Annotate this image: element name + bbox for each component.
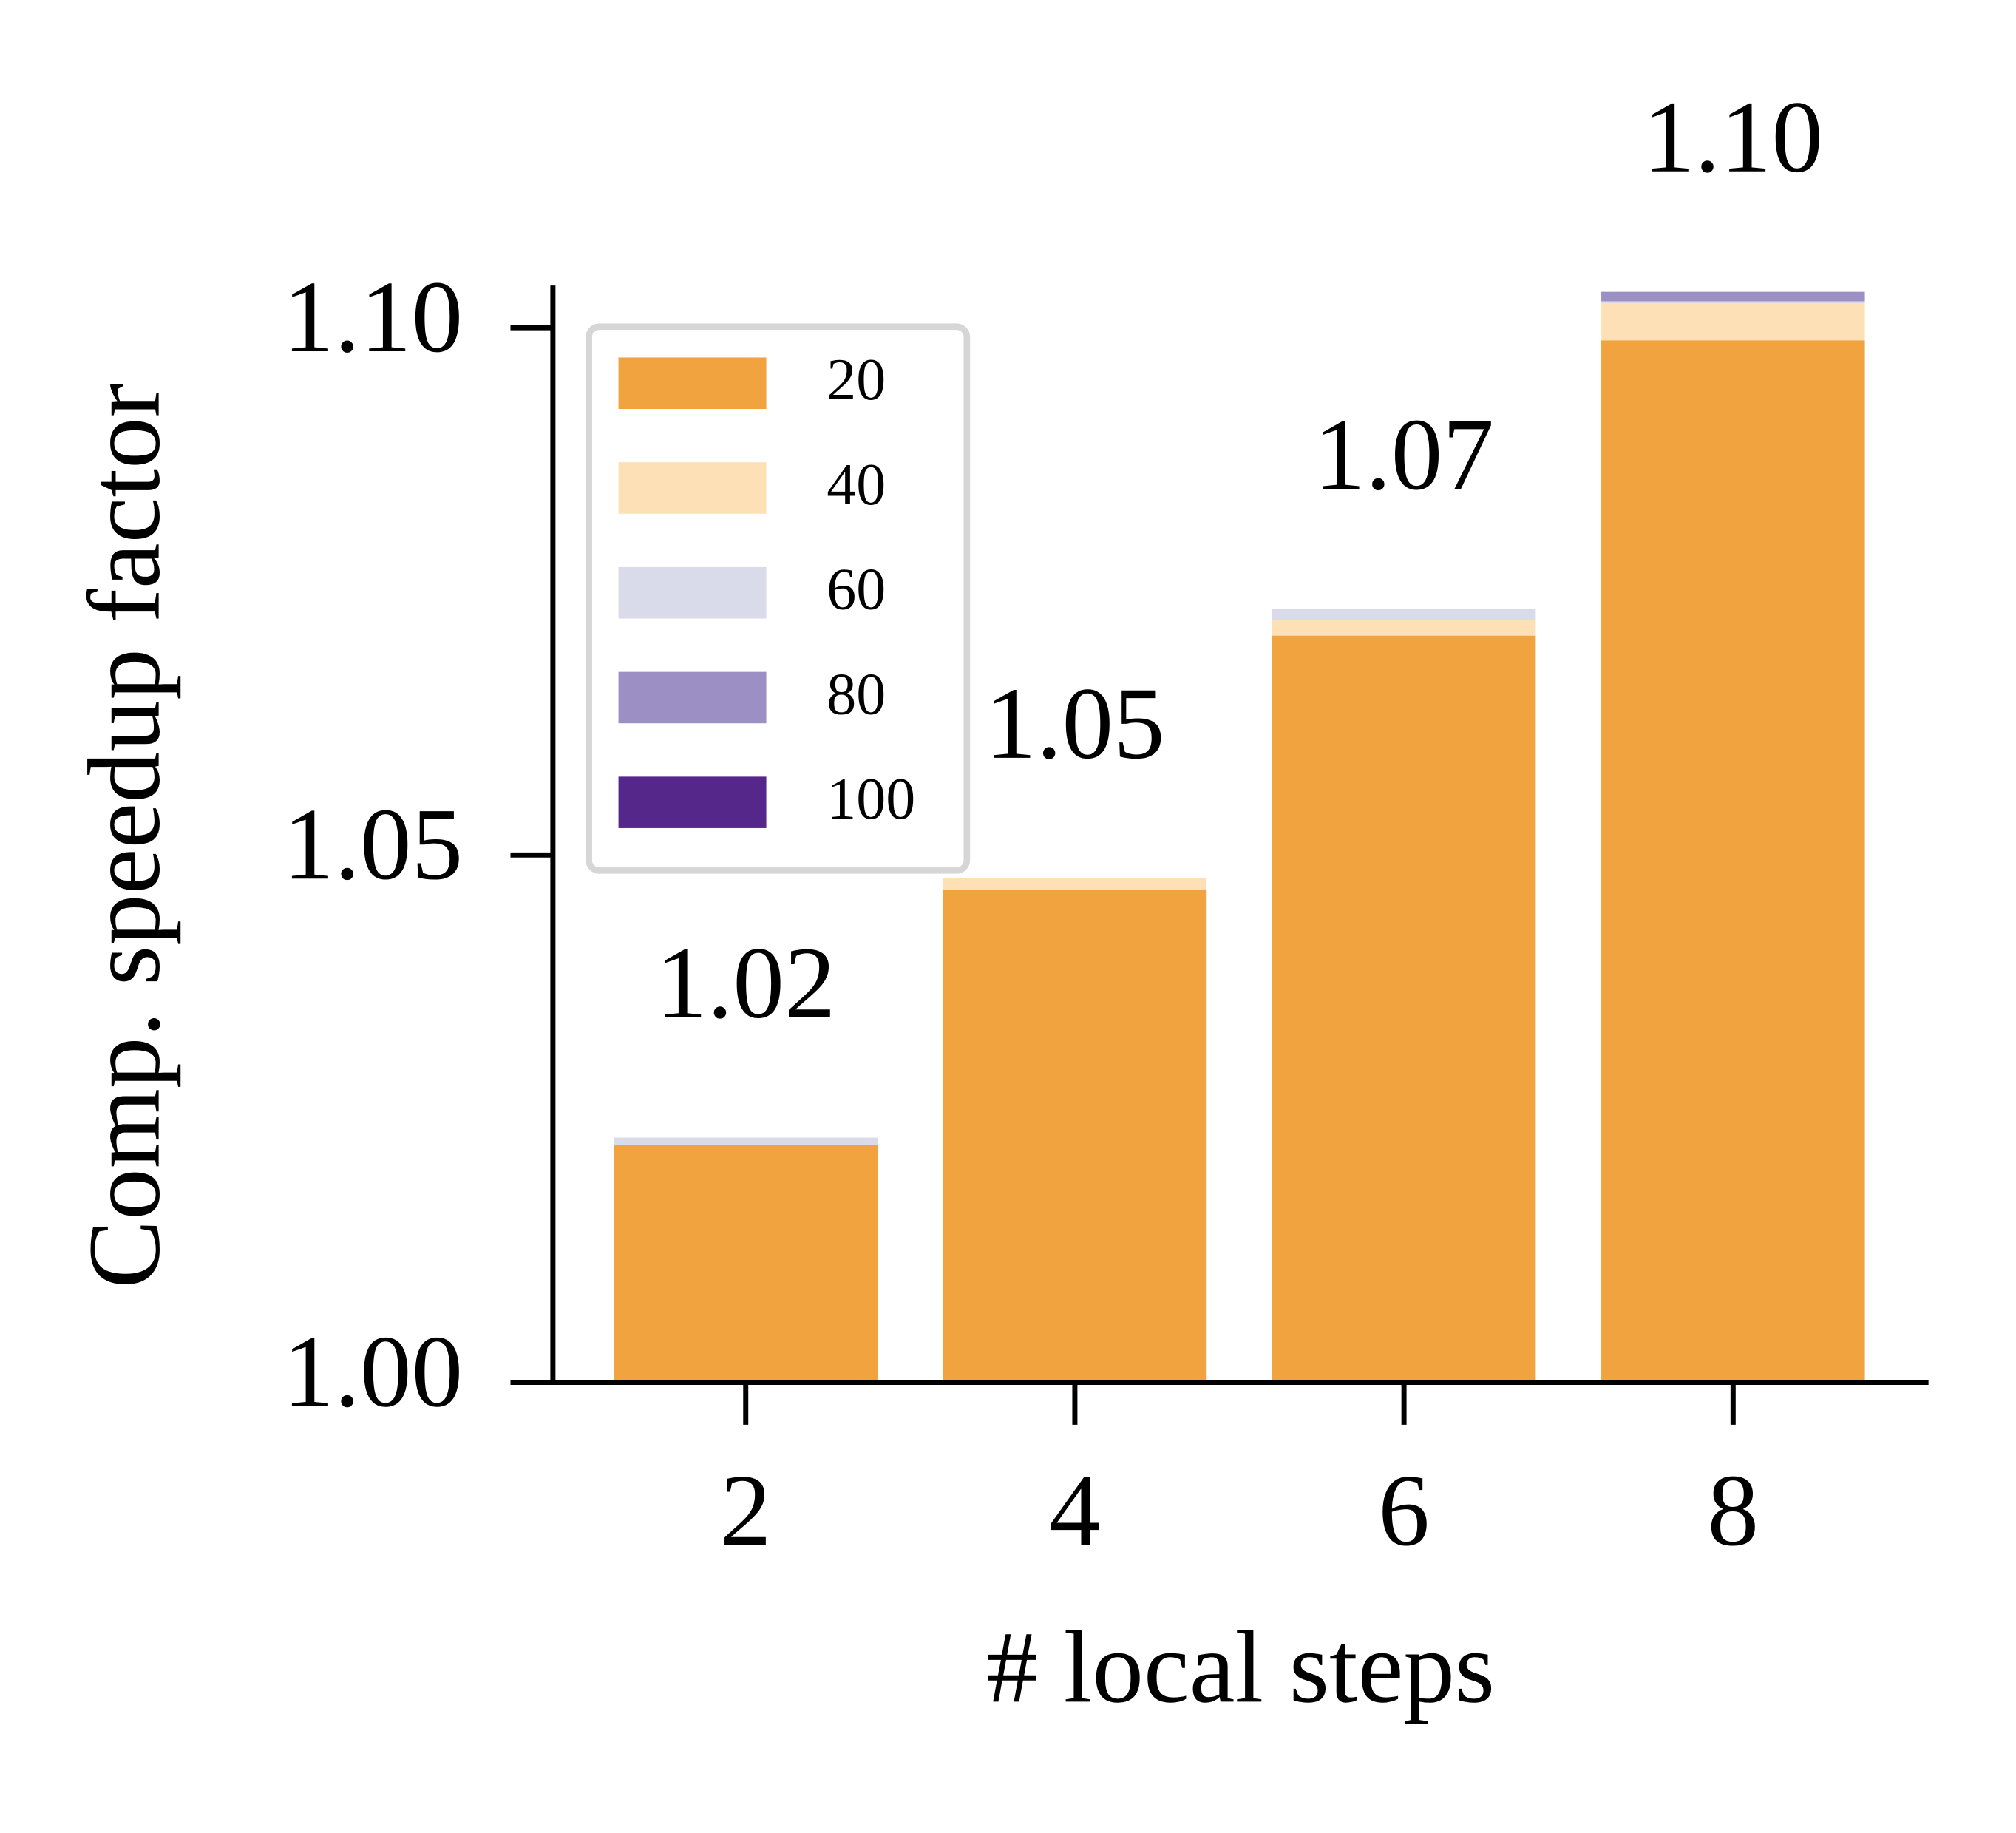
legend-swatch: [618, 462, 767, 514]
bar-segment: [1601, 291, 1865, 302]
x-tick-label: 4: [1049, 1454, 1101, 1568]
bar-annotation: 1.02: [656, 926, 835, 1040]
bar-segment: [1601, 301, 1865, 304]
y-tick-label: 1.10: [283, 260, 463, 374]
legend-label: 20: [827, 348, 886, 413]
legend-label: 100: [827, 767, 915, 832]
y-tick-label: 1.00: [283, 1315, 463, 1429]
y-tick-label: 1.05: [283, 787, 463, 901]
legend-swatch: [618, 357, 767, 410]
x-axis-label: # local steps: [986, 1610, 1495, 1724]
legend-swatch: [618, 671, 767, 724]
bar-segment: [1272, 609, 1536, 620]
bar-segment: [1601, 340, 1865, 1383]
bar-segment: [943, 890, 1207, 1383]
bar-annotation: 1.05: [985, 667, 1164, 781]
legend-swatch: [618, 776, 767, 828]
bar-annotation: 1.07: [1314, 398, 1493, 512]
bar-segment: [1272, 620, 1536, 636]
y-axis-label: Comp. speedup factor: [68, 383, 182, 1289]
legend-swatch: [618, 566, 767, 619]
legend-label: 60: [827, 558, 886, 623]
bar-segment: [1601, 303, 1865, 341]
legend-label: 80: [827, 662, 886, 727]
x-tick-label: 2: [720, 1454, 772, 1568]
bar-segment: [614, 1137, 878, 1145]
bar-segment: [1272, 635, 1536, 1383]
legend: 20 40 60 80 100: [586, 323, 971, 874]
x-tick-label: 6: [1378, 1454, 1430, 1568]
x-tick-label: 8: [1708, 1454, 1759, 1568]
bar-segment: [614, 1145, 878, 1383]
bar-annotation: 1.10: [1643, 81, 1823, 194]
legend-label: 40: [827, 453, 886, 518]
bar-segment: [943, 878, 1207, 890]
